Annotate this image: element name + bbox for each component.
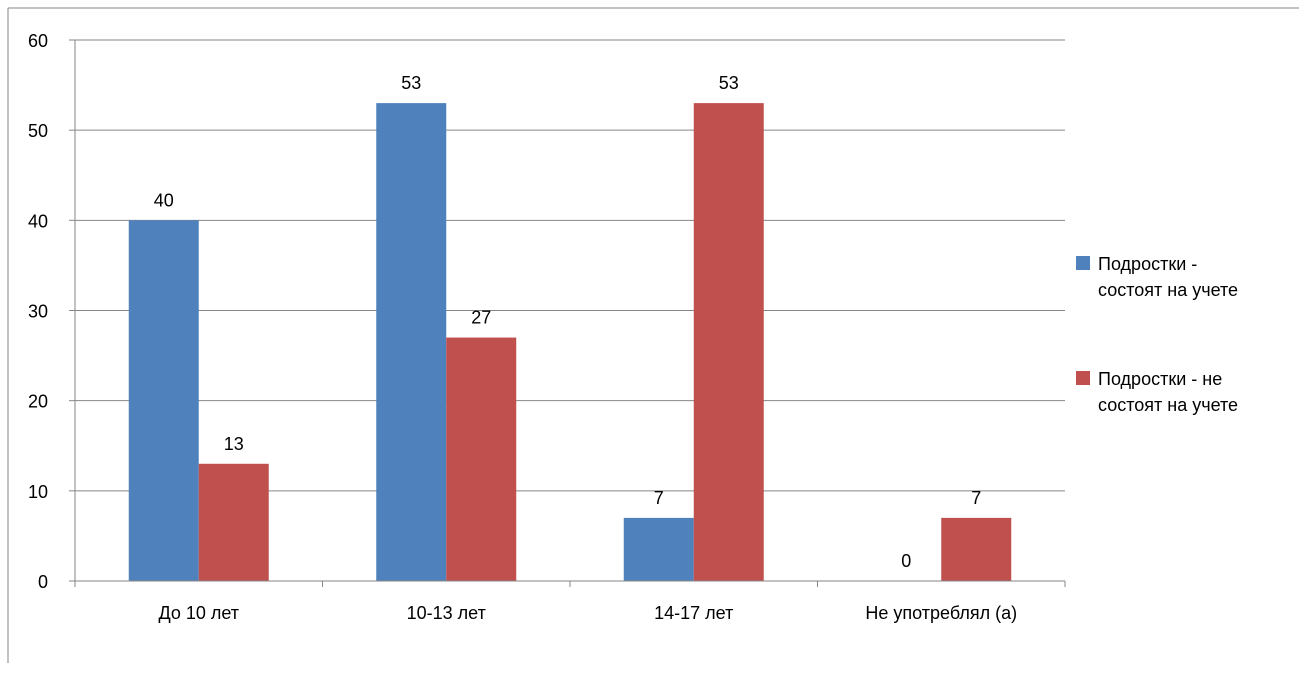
data-label: 0 bbox=[901, 551, 911, 571]
x-tick-label: Не употреблял (а) bbox=[865, 603, 1017, 623]
bar bbox=[623, 517, 694, 581]
y-tick-label: 0 bbox=[38, 572, 48, 592]
bar bbox=[693, 103, 764, 581]
y-tick-label: 10 bbox=[28, 482, 48, 502]
bars bbox=[128, 103, 1012, 582]
x-tick-label: 14-17 лет bbox=[654, 603, 733, 623]
data-label: 13 bbox=[224, 434, 244, 454]
y-tick-label: 50 bbox=[28, 121, 48, 141]
data-label: 53 bbox=[719, 73, 739, 93]
data-label: 40 bbox=[154, 190, 174, 210]
y-tick-label: 30 bbox=[28, 302, 48, 322]
data-label: 27 bbox=[471, 308, 491, 328]
bar bbox=[941, 517, 1012, 581]
x-tick-label: 10-13 лет bbox=[407, 603, 486, 623]
bar bbox=[376, 103, 447, 581]
axes: 0 10 20 30 40 50 60 До 10 лет 10-13 лет 14-17 лет… bbox=[28, 31, 1066, 623]
y-tick-label: 60 bbox=[28, 31, 48, 51]
data-labels: 40 53 7 0 13 27 53 7 bbox=[154, 73, 982, 571]
legend-label: Подростки - bbox=[1098, 254, 1197, 274]
legend-swatch bbox=[1076, 371, 1090, 385]
legend-swatch bbox=[1076, 256, 1090, 270]
x-tick-label: До 10 лет bbox=[158, 603, 239, 623]
data-label: 7 bbox=[654, 488, 664, 508]
bar bbox=[128, 220, 199, 582]
gridlines bbox=[75, 39, 1065, 492]
data-label: 53 bbox=[401, 73, 421, 93]
chart-frame bbox=[7, 7, 1299, 663]
legend-label: состоят на учете bbox=[1098, 395, 1238, 415]
y-tick-label: 20 bbox=[28, 392, 48, 412]
data-label: 7 bbox=[971, 488, 981, 508]
legend-label: Подростки - не bbox=[1098, 369, 1222, 389]
bar bbox=[446, 337, 517, 581]
bar bbox=[198, 463, 269, 581]
legend-item: Подростки - не состоят на учете bbox=[1076, 369, 1238, 415]
legend-item: Подростки - состоят на учете bbox=[1076, 254, 1238, 300]
y-tick-label: 40 bbox=[28, 211, 48, 231]
legend-label: состоят на учете bbox=[1098, 280, 1238, 300]
